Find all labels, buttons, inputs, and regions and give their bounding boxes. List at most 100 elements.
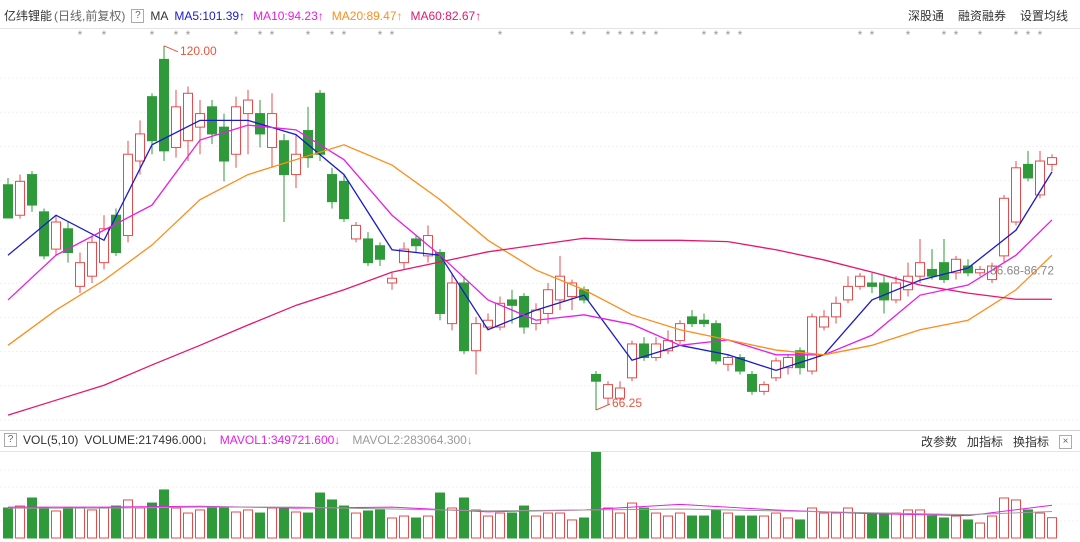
volume-bar: [243, 509, 253, 539]
volume-bar: [747, 515, 757, 539]
candle-body: [507, 299, 517, 306]
volume-bar: [843, 507, 853, 539]
volume-bar: [939, 517, 949, 539]
event-marker: *: [234, 28, 239, 42]
candle-body: [1023, 163, 1033, 179]
ma-line: [7, 124, 1053, 356]
candle-body: [543, 289, 553, 314]
button[interactable]: 改参数: [920, 435, 957, 449]
volume-toolbar: 改参数 加指标 换指标 ×: [921, 433, 1072, 450]
volume-bar: [687, 515, 697, 539]
volume-bar: [27, 497, 37, 539]
help[interactable]: ?: [4, 433, 17, 447]
event-marker: *: [954, 28, 959, 42]
volume-bar: [279, 507, 289, 539]
volume-bar: [555, 512, 565, 539]
candle-body: [135, 133, 145, 162]
volume-bar: [303, 512, 313, 539]
ma-label: MA: [150, 8, 169, 23]
stock-name: 亿纬锂能: [4, 9, 53, 23]
volume-bar: [291, 511, 301, 539]
candle-body: [387, 277, 397, 284]
volume-bar: [183, 512, 193, 539]
button[interactable]: 融资融券: [957, 9, 1006, 23]
candle-body: [843, 285, 853, 301]
volume-bar: [639, 507, 649, 539]
event-marker: *: [174, 28, 179, 42]
volume-bar: [807, 507, 817, 539]
candle-body: [795, 350, 805, 369]
legend-entry: VOLUME:217496.000↓: [84, 433, 208, 447]
candle-body: [807, 316, 817, 372]
volume-bar: [315, 492, 325, 539]
volume-bar: [267, 507, 277, 539]
volume-bar: [219, 507, 229, 539]
candle-body: [279, 140, 289, 176]
candle-body: [435, 251, 445, 314]
volume-bar: [759, 515, 769, 539]
ma-line: [7, 144, 1053, 356]
candle-body: [567, 282, 577, 298]
help[interactable]: ?: [131, 8, 145, 23]
event-marker: *: [270, 28, 275, 42]
volume-bar: [423, 515, 433, 539]
volume-bar: [375, 509, 385, 539]
volume-bar: [99, 507, 109, 539]
legend-entry: MAVOL2:283064.300↓: [352, 433, 473, 447]
volume-bar: [831, 512, 841, 539]
volume-bar: [735, 515, 745, 539]
candle-body: [375, 245, 385, 260]
candle-body: [591, 373, 601, 382]
volume-bar: [15, 505, 25, 539]
price-tag: 86.68-86.72: [990, 264, 1054, 278]
candle-body: [39, 211, 49, 257]
event-marker: *: [258, 28, 263, 42]
volume-bar: [363, 510, 373, 539]
candle-body: [75, 262, 85, 287]
candle-body: [291, 153, 301, 176]
volume-bar: [123, 499, 133, 539]
volume-header: ? VOL(5,10) VOLUME:217496.000↓ MAVOL1:349…: [4, 433, 473, 447]
candle-body: [1047, 157, 1057, 165]
event-marker: *: [858, 28, 863, 42]
candle-body: [519, 296, 529, 328]
event-marker: *: [306, 28, 311, 42]
candle-body: [867, 282, 877, 287]
candle-body: [27, 174, 37, 206]
volume-bar: [111, 505, 121, 539]
candle-body: [219, 126, 229, 162]
button[interactable]: 加指标: [966, 435, 1003, 449]
annotation-label: 120.00: [180, 44, 217, 58]
button[interactable]: 换指标: [1012, 435, 1049, 449]
legend-entry: MA5:101.39↑: [174, 8, 246, 23]
volume-bar: [171, 507, 181, 539]
volume-bar: [147, 502, 157, 539]
volume-bar: [63, 507, 73, 539]
candle-body: [639, 343, 649, 359]
candle-body: [687, 316, 697, 325]
volume-bar: [927, 515, 937, 539]
event-marker: *: [1014, 28, 1019, 42]
volume-bar: [651, 512, 661, 539]
volume-bar: [891, 512, 901, 539]
event-marker: *: [582, 28, 587, 42]
close-button[interactable]: ×: [1059, 434, 1072, 449]
candle-body: [459, 282, 469, 352]
candle-body: [111, 214, 121, 253]
button[interactable]: 深股通: [907, 9, 944, 23]
candle-body: [783, 357, 793, 369]
legend-entry: MA20:89.47↑: [331, 8, 403, 23]
event-marker: *: [942, 28, 947, 42]
annotation-pointer: [595, 403, 611, 411]
event-marker: *: [378, 28, 383, 42]
volume-bar: [447, 507, 457, 539]
candle-body: [603, 384, 613, 399]
volume-bar: [603, 507, 613, 539]
legend-entry: MAVOL1:349721.600↓: [219, 433, 341, 447]
volume-bar: [495, 512, 505, 539]
event-marker: *: [906, 28, 911, 42]
button[interactable]: 设置均线: [1019, 9, 1068, 23]
volume-bar: [1035, 512, 1045, 539]
